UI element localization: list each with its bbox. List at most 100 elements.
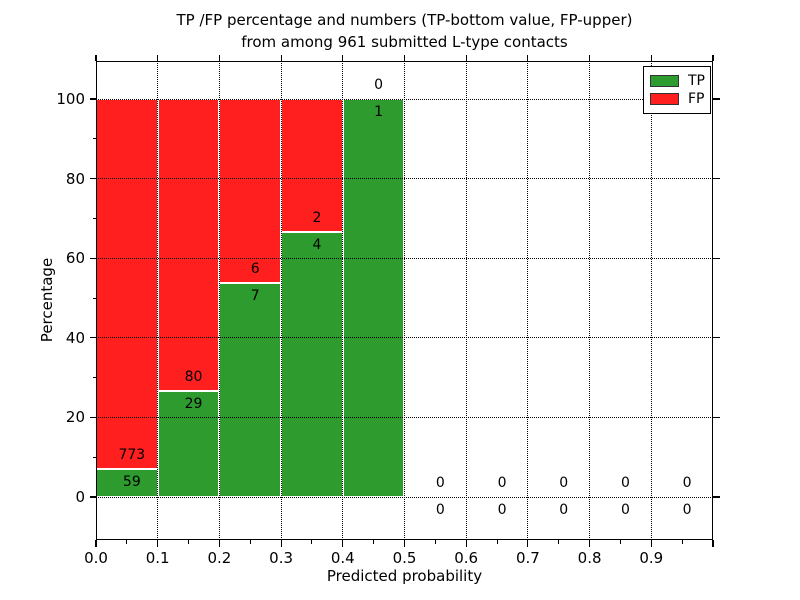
y-major-tick-right — [713, 337, 720, 339]
x-minor-tick — [188, 540, 190, 544]
x-axis-label: Predicted probability — [326, 567, 483, 585]
tp-count-label: 0 — [682, 502, 692, 518]
fp-count-label: 773 — [118, 446, 146, 463]
legend: TP FP — [643, 66, 711, 114]
y-axis-label: Percentage — [38, 257, 56, 343]
y-major-tick-right — [713, 178, 720, 180]
plot-area: 773 59 80 29 6 7 2 4 0 1 0 0 0 0 0 0 0 0 0 0 0.0 0.1 0.2 0.3 0.4… — [56, 54, 720, 567]
x-minor-tick — [126, 540, 128, 544]
x-minor-tick — [434, 540, 436, 544]
fp-color-swatch — [650, 93, 679, 106]
gridline-horizontal — [96, 416, 713, 418]
x-major-tick-top — [157, 54, 159, 61]
x-major-tick-top — [403, 54, 406, 61]
gridline-horizontal — [96, 178, 713, 180]
x-minor-tick — [619, 540, 621, 544]
x-major-tick-top — [218, 54, 220, 61]
tp-color-swatch — [650, 74, 679, 87]
x-major-tick-bottom — [589, 540, 591, 547]
x-tick-label: 0.4 — [330, 549, 355, 567]
x-major-tick-bottom — [280, 540, 282, 547]
x-major-tick-top — [280, 54, 282, 61]
tp-count-label: 4 — [312, 236, 322, 253]
x-major-tick-top — [650, 54, 652, 61]
x-minor-tick — [681, 540, 683, 544]
tp-count-label: 7 — [250, 287, 260, 304]
fp-count-label: 80 — [184, 369, 203, 386]
fp-count-label: 0 — [620, 475, 630, 491]
x-tick-label: 0.7 — [515, 549, 540, 567]
x-major-tick-bottom — [650, 540, 652, 547]
y-major-tick-right — [713, 496, 720, 498]
gridline-vertical — [280, 61, 282, 540]
y-tick-label: 40 — [65, 328, 85, 347]
fp-bar-segment — [219, 99, 282, 283]
gridline-horizontal — [96, 496, 713, 498]
x-tick-label: 0.0 — [84, 549, 108, 567]
gridline-horizontal — [96, 337, 713, 339]
tp-count-label: 0 — [435, 502, 445, 518]
x-major-tick-bottom — [157, 540, 159, 547]
x-major-tick-top — [95, 54, 97, 61]
x-major-tick-top — [342, 54, 344, 61]
y-major-tick-right — [713, 416, 720, 418]
fp-count-label: 0 — [374, 77, 384, 93]
y-major-tick-left — [89, 178, 96, 180]
x-minor-tick — [373, 540, 375, 544]
fp-count-label: 0 — [497, 475, 507, 491]
y-minor-tick — [92, 377, 96, 379]
gridline-horizontal — [96, 98, 713, 100]
y-major-tick-left — [89, 496, 96, 498]
x-major-tick-bottom — [342, 540, 344, 547]
gridline-vertical — [527, 61, 529, 540]
x-major-tick-top — [465, 54, 467, 61]
gridline-vertical — [157, 61, 159, 540]
legend-item-fp: FP — [650, 91, 705, 108]
fp-bar-segment — [96, 99, 158, 469]
y-tick-label: 80 — [65, 169, 85, 188]
fp-count-label: 0 — [682, 475, 692, 491]
gridline-vertical — [589, 61, 591, 540]
y-major-tick-left — [89, 337, 96, 339]
tp-count-label: 0 — [559, 502, 569, 518]
chart-title: TP /FP percentage and numbers (TP-bottom… — [96, 9, 713, 53]
tp-bar-segment — [281, 231, 343, 497]
y-major-tick-left — [89, 416, 96, 418]
gridline-horizontal — [96, 257, 713, 259]
gridline-vertical — [465, 61, 467, 540]
x-major-tick-bottom — [465, 540, 467, 547]
tp-count-label: 29 — [184, 396, 203, 413]
fp-count-label: 2 — [312, 209, 322, 226]
tp-count-label: 1 — [374, 104, 384, 120]
x-minor-tick — [496, 540, 498, 544]
legend-label-tp: TP — [688, 72, 705, 89]
y-minor-tick — [92, 217, 96, 219]
fp-count-label: 6 — [250, 260, 260, 277]
chart-title-line1: TP /FP percentage and numbers (TP-bottom… — [176, 11, 633, 29]
y-minor-tick — [92, 456, 96, 458]
fp-count-label: 0 — [435, 475, 445, 491]
x-tick-label: 0.9 — [639, 549, 664, 567]
tp-count-label: 0 — [497, 502, 507, 518]
x-tick-label: 0.3 — [269, 549, 294, 567]
fp-count-label: 0 — [559, 475, 569, 491]
tp-bar-segment — [342, 99, 405, 497]
y-major-tick-right — [713, 257, 720, 259]
x-tick-label: 0.2 — [207, 549, 232, 567]
x-major-tick-top — [527, 54, 529, 61]
x-minor-tick — [249, 540, 251, 544]
y-major-tick-left — [89, 98, 96, 100]
gridline-vertical — [342, 61, 344, 540]
gridline-vertical — [650, 61, 652, 540]
x-tick-label: 0.6 — [454, 549, 479, 567]
y-tick-label: 100 — [56, 90, 85, 108]
x-major-tick-top — [712, 54, 714, 61]
x-tick-label: 0.8 — [577, 549, 602, 567]
y-minor-tick — [92, 297, 96, 299]
tp-bar-segment — [219, 282, 282, 497]
x-major-tick-bottom — [95, 540, 97, 547]
x-major-tick-bottom — [218, 540, 220, 547]
legend-label-fp: FP — [688, 91, 705, 108]
x-major-tick-bottom — [712, 540, 714, 547]
